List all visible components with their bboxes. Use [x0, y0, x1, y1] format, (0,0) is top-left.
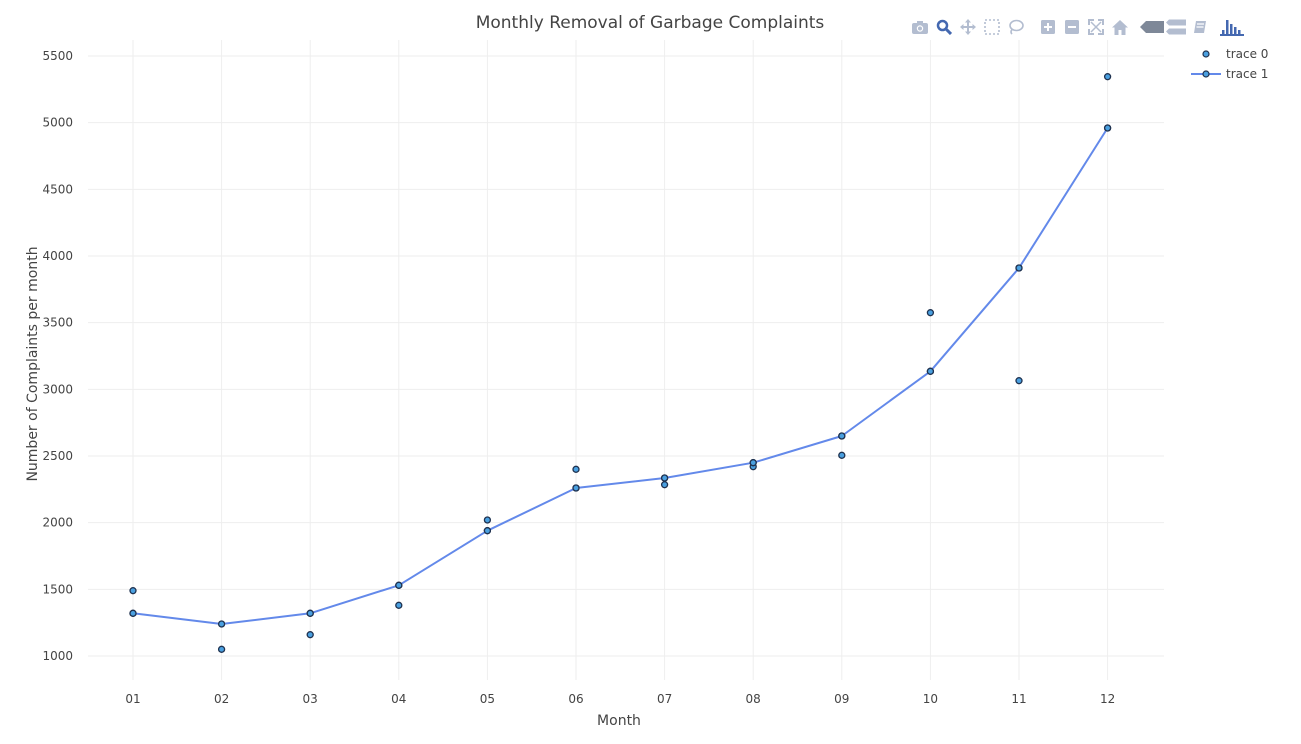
gridlines [88, 40, 1164, 680]
zoom-in-icon[interactable] [1036, 16, 1060, 38]
toggle-spikelines-icon[interactable] [1188, 16, 1212, 38]
trace-1-point [749, 459, 757, 467]
x-tick-label: 01 [125, 692, 140, 706]
y-axis-label: Number of Complaints per month [25, 246, 41, 481]
y-tick-label: 4000 [42, 249, 73, 263]
trace-0-point [306, 631, 314, 639]
x-tick-label: 09 [834, 692, 849, 706]
lasso-icon[interactable] [1004, 16, 1028, 38]
trace-0-point [1103, 73, 1112, 81]
y-tick-label: 5500 [42, 49, 73, 63]
legend-label-trace-0: trace 0 [1226, 47, 1269, 61]
autoscale-icon[interactable] [1084, 16, 1108, 38]
x-tick-label: 05 [480, 692, 495, 706]
reset-axes-icon[interactable] [1108, 16, 1132, 38]
zoom-icon[interactable] [932, 16, 956, 38]
x-tick-label: 11 [1011, 692, 1026, 706]
x-axis-label: Month [597, 713, 641, 729]
trace-1-point [129, 609, 137, 617]
trace-1-point [572, 484, 580, 492]
x-tick-label: 12 [1100, 692, 1115, 706]
y-tick-label: 2500 [42, 449, 73, 463]
legend: trace 0 trace 1 [1186, 44, 1268, 84]
x-tick-label: 08 [746, 692, 761, 706]
trace-0-point [483, 516, 492, 524]
y-tick-label: 1500 [42, 582, 73, 596]
trace-1-point [1015, 264, 1023, 272]
trace-0-point [660, 481, 669, 489]
hover-closest-icon[interactable] [1140, 16, 1164, 38]
legend-label-trace-1: trace 1 [1226, 67, 1269, 81]
legend-item-trace-1[interactable]: trace 1 [1186, 64, 1268, 84]
x-tick-label: 03 [303, 692, 318, 706]
y-tick-label: 3000 [42, 382, 73, 396]
x-tick-label: 02 [214, 692, 229, 706]
trace-0-point [926, 309, 935, 317]
trace-0-point [1015, 377, 1023, 385]
trace-0-point [129, 587, 137, 595]
chart-title: Monthly Removal of Garbage Complaints [476, 13, 825, 33]
x-tick-label: 10 [923, 692, 938, 706]
trace-1-line [132, 127, 1109, 625]
pan-icon[interactable] [956, 16, 980, 38]
trace-1-point [838, 432, 846, 440]
box-select-icon[interactable] [980, 16, 1004, 38]
x-tick-label: 07 [657, 692, 672, 706]
y-tick-label: 5000 [42, 116, 73, 130]
trace-1-point [306, 609, 314, 617]
trace-0-point [838, 451, 846, 459]
trace-0-point [217, 645, 226, 653]
legend-item-trace-0[interactable]: trace 0 [1186, 44, 1268, 64]
legend-marker-icon [1202, 50, 1210, 58]
trace-1-point [217, 620, 226, 628]
x-tick-label: 06 [568, 692, 583, 706]
trace-0-point [395, 601, 403, 609]
trace-1-point [395, 581, 403, 589]
trace-1-point [660, 474, 669, 482]
plotly-logo-icon[interactable] [1220, 16, 1244, 38]
y-tick-label: 1000 [42, 649, 73, 663]
x-tick-label: 04 [391, 692, 406, 706]
y-tick-labels: 1000 1500 2000 2500 3000 3500 4000 4500 5000 5500 [42, 49, 73, 663]
trace-1-point [483, 527, 492, 535]
markers-layer [129, 73, 1112, 653]
trace-1-line-layer [132, 127, 1109, 625]
trace-0-point [572, 465, 580, 473]
zoom-out-icon[interactable] [1060, 16, 1084, 38]
y-tick-label: 4500 [42, 182, 73, 196]
y-tick-label: 2000 [42, 516, 73, 530]
modebar [908, 16, 1244, 38]
hover-compare-icon[interactable] [1164, 16, 1188, 38]
y-tick-label: 3500 [42, 316, 73, 330]
trace-1-point [926, 367, 935, 375]
x-tick-labels: 01 02 03 04 05 06 07 08 09 10 11 12 [125, 692, 1115, 706]
trace-1-point [1103, 124, 1112, 132]
camera-icon[interactable] [908, 16, 932, 38]
legend-line-marker-icon [1191, 70, 1221, 78]
